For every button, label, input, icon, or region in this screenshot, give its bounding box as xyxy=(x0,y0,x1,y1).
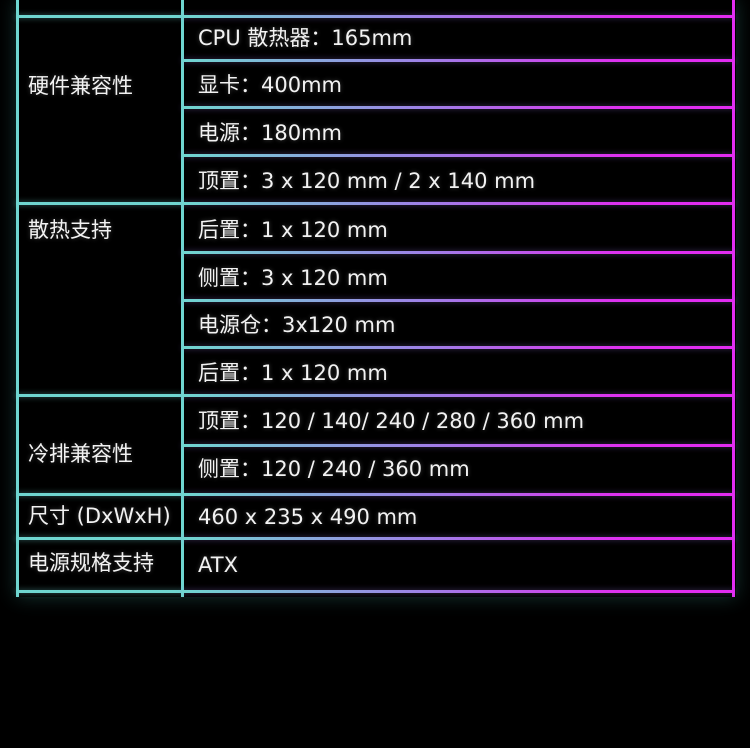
spec-value: ATX xyxy=(198,553,238,577)
spec-value: 侧置：3 x 120 mm xyxy=(198,266,388,290)
table-border-left xyxy=(16,0,19,597)
spec-value: 侧置：120 / 240 / 360 mm xyxy=(198,457,470,481)
spec-value: CPU 散热器：165mm xyxy=(198,26,413,50)
row-divider xyxy=(16,202,184,205)
table-border-right xyxy=(732,0,735,597)
row-divider xyxy=(16,394,184,397)
row-divider xyxy=(182,299,735,302)
row-divider xyxy=(16,537,184,540)
group-label-hardware: 硬件兼容性 xyxy=(28,74,133,98)
spec-value: 后置：1 x 120 mm xyxy=(198,361,388,385)
row-divider xyxy=(16,15,184,18)
spec-value: 顶置：120 / 140/ 240 / 280 / 360 mm xyxy=(198,409,585,433)
row-divider xyxy=(182,251,735,254)
row-divider xyxy=(182,202,735,205)
spec-value: 后置：1 x 120 mm xyxy=(198,218,388,242)
spec-value: 电源：180mm xyxy=(198,121,342,145)
spec-value: 电源仓：3x120 mm xyxy=(198,313,396,337)
row-divider xyxy=(182,493,735,496)
group-label-cooling: 散热支持 xyxy=(28,218,112,242)
row-divider xyxy=(182,154,735,157)
table-divider xyxy=(181,0,184,597)
group-label-radiator: 冷排兼容性 xyxy=(28,442,133,466)
group-label-psu: 电源规格支持 xyxy=(28,551,154,575)
row-divider xyxy=(182,15,735,18)
row-divider xyxy=(182,590,735,593)
row-divider xyxy=(182,537,735,540)
row-divider xyxy=(182,444,735,447)
spec-value: 显卡：400mm xyxy=(198,73,342,97)
row-divider xyxy=(182,394,735,397)
spec-value: 460 x 235 x 490 mm xyxy=(198,505,418,529)
row-divider xyxy=(182,106,735,109)
spec-value: 顶置：3 x 120 mm / 2 x 140 mm xyxy=(198,169,536,193)
row-divider xyxy=(182,346,735,349)
row-divider xyxy=(16,493,184,496)
group-label-size: 尺寸 (DxWxH) xyxy=(28,504,171,528)
row-divider xyxy=(182,59,735,62)
row-divider xyxy=(16,590,184,593)
